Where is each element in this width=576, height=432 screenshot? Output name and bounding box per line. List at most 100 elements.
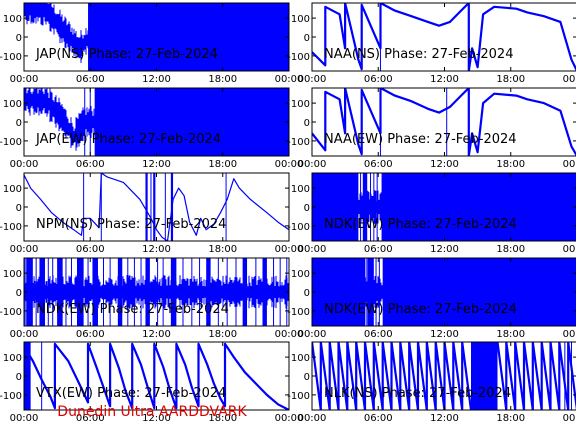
y-tick-label: 0 xyxy=(304,203,310,214)
noise-trace xyxy=(24,3,289,63)
x-tick-label: 00:00 xyxy=(298,244,327,255)
y-tick-label: -100 xyxy=(0,391,22,402)
x-tick-label: 06:00 xyxy=(364,74,393,85)
x-tick-label: 06:00 xyxy=(76,244,105,255)
x-tick-label: 00:00 xyxy=(563,159,576,170)
y-tick-label: 100 xyxy=(3,14,22,25)
x-tick-label: 12:00 xyxy=(430,413,459,424)
series-line xyxy=(312,342,576,410)
y-tick-label: 0 xyxy=(304,118,310,129)
chart-panel-5: 100 0 -100 00:00 06:00 12:00 18:00 00:00 NPM(NS)… xyxy=(0,172,304,255)
x-tick-label: 06:00 xyxy=(76,159,105,170)
y-tick-label: -100 xyxy=(287,222,310,233)
chart-panel-2: 100 0 -100 00:00 06:00 12:00 18:00 00:00 NAA(NS)… xyxy=(287,2,576,85)
plot-area xyxy=(24,258,289,326)
x-tick-label: 00:00 xyxy=(298,329,327,340)
y-tick-label: -100 xyxy=(287,391,310,402)
noise-trace xyxy=(312,275,576,309)
chart-panel-8: 100 0 -100 00:00 06:00 12:00 18:00 00:00 NDK(EW)… xyxy=(287,257,576,340)
x-tick-label: 00:00 xyxy=(563,329,576,340)
x-tick-label: 00:00 xyxy=(275,329,304,340)
chart-panel-4: 100 0 -100 00:00 06:00 12:00 18:00 00:00 NAA(EW)… xyxy=(287,87,576,170)
x-tick-label: 12:00 xyxy=(430,74,459,85)
y-tick-label: 0 xyxy=(304,372,310,383)
x-tick-label: 00:00 xyxy=(563,244,576,255)
x-tick-label: 18:00 xyxy=(208,329,237,340)
y-tick-label: 0 xyxy=(16,288,22,299)
x-tick-label: 00:00 xyxy=(275,159,304,170)
y-tick-label: 100 xyxy=(291,184,310,195)
y-tick-label: 0 xyxy=(16,33,22,44)
y-tick-label: -100 xyxy=(287,52,310,63)
x-tick-label: 06:00 xyxy=(364,413,393,424)
y-tick-label: -100 xyxy=(0,307,22,318)
plot-area xyxy=(24,173,289,241)
plot-area xyxy=(24,3,289,71)
chart-title: VTX(EW) Phase: 27-Feb-2024 xyxy=(36,386,226,401)
x-tick-label: 00:00 xyxy=(275,74,304,85)
noise-trace xyxy=(24,88,289,151)
y-tick-label: -100 xyxy=(0,137,22,148)
x-tick-label: 00:00 xyxy=(10,244,39,255)
x-tick-label: 00:00 xyxy=(563,413,576,424)
x-tick-label: 18:00 xyxy=(208,159,237,170)
y-tick-label: -100 xyxy=(287,137,310,148)
x-tick-label: 00:00 xyxy=(10,74,39,85)
x-tick-label: 00:00 xyxy=(563,74,576,85)
chart-title: NPM(NS) Phase: 27-Feb-2024 xyxy=(36,217,226,232)
x-tick-label: 12:00 xyxy=(430,244,459,255)
x-tick-label: 00:00 xyxy=(298,74,327,85)
y-tick-label: 100 xyxy=(3,99,22,110)
chart-title: JAP(NS) Phase: 27-Feb-2024 xyxy=(35,47,218,62)
x-tick-label: 00:00 xyxy=(10,159,39,170)
y-tick-label: 100 xyxy=(291,269,310,280)
chart-panel-6: 100 0 -100 00:00 06:00 12:00 18:00 00:00 NDK(EW)… xyxy=(287,172,576,255)
series-line xyxy=(24,342,289,410)
chart-panel-10: 100 0 -100 00:00 06:00 12:00 18:00 00:00 NLK(NS)… xyxy=(287,341,576,424)
noise-band xyxy=(153,173,156,241)
chart-panel-1: 100 0 -100 00:00 06:00 12:00 18:00 00:00 JAP(NS)… xyxy=(0,2,304,85)
y-tick-label: 100 xyxy=(291,99,310,110)
x-tick-label: 06:00 xyxy=(76,413,105,424)
x-tick-label: 18:00 xyxy=(496,159,525,170)
x-tick-label: 00:00 xyxy=(275,413,304,424)
x-tick-label: 12:00 xyxy=(142,413,171,424)
x-tick-label: 00:00 xyxy=(275,244,304,255)
chart-panel-7: 100 0 -100 00:00 06:00 12:00 18:00 00:00 NDK(EW)… xyxy=(0,257,304,340)
y-tick-label: 0 xyxy=(16,372,22,383)
x-tick-label: 00:00 xyxy=(10,413,39,424)
chart-title: JAP(EW) Phase: 27-Feb-2024 xyxy=(35,132,221,147)
chart-title: NAA(NS) Phase: 27-Feb-2024 xyxy=(324,47,513,62)
series-line xyxy=(24,173,289,241)
series-line xyxy=(312,3,576,71)
y-tick-label: 100 xyxy=(291,353,310,364)
x-tick-label: 06:00 xyxy=(76,74,105,85)
plot-area xyxy=(24,88,289,156)
x-tick-label: 18:00 xyxy=(208,74,237,85)
y-tick-label: -100 xyxy=(0,222,22,233)
plot-area xyxy=(312,342,576,410)
footer-label: Dunedin Ultra AARDDVARK xyxy=(57,404,247,420)
noise-trace xyxy=(312,190,576,224)
chart-title: NDK(EW) Phase: 27-Feb-2024 xyxy=(324,217,517,232)
x-tick-label: 06:00 xyxy=(364,329,393,340)
x-tick-label: 00:00 xyxy=(298,413,327,424)
plot-area xyxy=(312,173,576,241)
y-tick-label: 100 xyxy=(3,353,22,364)
x-tick-label: 06:00 xyxy=(76,329,105,340)
noise-band xyxy=(145,173,148,241)
plot-area xyxy=(312,258,576,326)
x-tick-label: 12:00 xyxy=(142,74,171,85)
plot-area xyxy=(312,3,576,71)
x-tick-label: 12:00 xyxy=(142,159,171,170)
y-tick-label: -100 xyxy=(287,307,310,318)
x-tick-label: 06:00 xyxy=(364,244,393,255)
x-tick-label: 12:00 xyxy=(142,244,171,255)
series-line xyxy=(312,88,576,156)
y-tick-label: 0 xyxy=(16,118,22,129)
x-tick-label: 12:00 xyxy=(430,329,459,340)
x-tick-label: 18:00 xyxy=(208,413,237,424)
x-tick-label: 18:00 xyxy=(496,74,525,85)
chart-title: NAA(EW) Phase: 27-Feb-2024 xyxy=(324,132,517,147)
y-tick-label: 0 xyxy=(304,33,310,44)
